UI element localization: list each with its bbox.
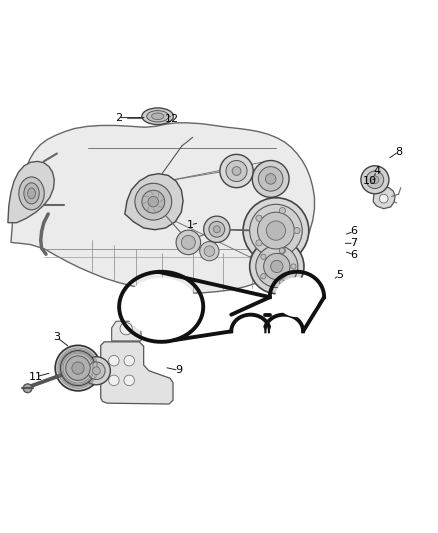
Circle shape	[256, 240, 262, 246]
Polygon shape	[271, 321, 297, 342]
Polygon shape	[276, 278, 318, 317]
Circle shape	[265, 174, 276, 184]
Text: 10: 10	[363, 176, 377, 186]
Circle shape	[124, 356, 134, 366]
Circle shape	[23, 384, 32, 393]
Circle shape	[261, 254, 266, 260]
Circle shape	[60, 351, 95, 386]
Text: 5: 5	[336, 270, 343, 280]
Circle shape	[109, 356, 119, 366]
Circle shape	[66, 356, 90, 381]
Circle shape	[279, 247, 286, 254]
Circle shape	[142, 190, 165, 213]
Circle shape	[226, 160, 247, 182]
Text: 11: 11	[29, 372, 43, 382]
Polygon shape	[373, 187, 395, 209]
Circle shape	[176, 230, 201, 255]
Circle shape	[200, 241, 219, 261]
Circle shape	[120, 322, 132, 335]
Text: 7: 7	[350, 238, 357, 248]
Circle shape	[213, 226, 220, 233]
Ellipse shape	[19, 177, 44, 210]
Circle shape	[135, 183, 172, 220]
Circle shape	[250, 239, 304, 294]
Circle shape	[258, 167, 283, 191]
Circle shape	[371, 176, 379, 184]
Polygon shape	[125, 174, 183, 230]
Polygon shape	[112, 321, 141, 341]
Circle shape	[252, 160, 289, 197]
Text: 6: 6	[350, 227, 357, 237]
Circle shape	[92, 367, 100, 375]
Ellipse shape	[28, 188, 35, 199]
Ellipse shape	[147, 110, 169, 122]
Circle shape	[256, 246, 298, 287]
Text: 12: 12	[165, 114, 179, 124]
Circle shape	[279, 207, 286, 214]
Text: 6: 6	[350, 249, 357, 260]
Circle shape	[294, 228, 300, 233]
Circle shape	[72, 362, 84, 374]
Ellipse shape	[24, 183, 39, 204]
Circle shape	[258, 212, 294, 249]
Polygon shape	[237, 321, 264, 342]
Circle shape	[82, 357, 110, 385]
Circle shape	[55, 345, 101, 391]
Circle shape	[124, 375, 134, 386]
Circle shape	[271, 260, 283, 273]
Polygon shape	[126, 278, 197, 335]
Text: 1: 1	[187, 220, 194, 230]
Polygon shape	[8, 161, 54, 223]
Circle shape	[204, 216, 230, 243]
Circle shape	[291, 264, 296, 269]
Circle shape	[256, 215, 262, 221]
Text: 9: 9	[175, 365, 182, 375]
Text: 8: 8	[395, 147, 402, 157]
Circle shape	[204, 246, 215, 256]
Text: 2: 2	[115, 112, 122, 123]
Circle shape	[232, 167, 241, 175]
Circle shape	[243, 198, 309, 263]
Circle shape	[279, 280, 285, 285]
Circle shape	[109, 375, 119, 386]
Circle shape	[148, 197, 159, 207]
Polygon shape	[11, 123, 314, 293]
Circle shape	[264, 253, 290, 280]
Circle shape	[220, 155, 253, 188]
Text: 4: 4	[373, 166, 380, 176]
Circle shape	[379, 194, 388, 203]
Circle shape	[366, 171, 384, 189]
Circle shape	[181, 236, 195, 249]
Circle shape	[209, 221, 225, 237]
Circle shape	[261, 273, 266, 279]
Ellipse shape	[152, 113, 164, 119]
Circle shape	[250, 204, 302, 257]
Circle shape	[361, 166, 389, 194]
Circle shape	[88, 362, 105, 379]
Polygon shape	[101, 342, 173, 404]
Circle shape	[279, 248, 285, 253]
Circle shape	[266, 221, 286, 240]
Text: 3: 3	[53, 333, 60, 343]
Ellipse shape	[142, 108, 173, 125]
